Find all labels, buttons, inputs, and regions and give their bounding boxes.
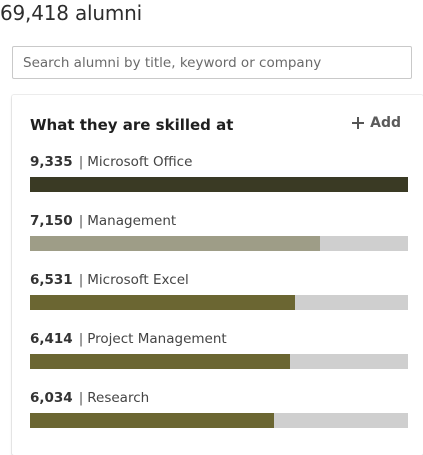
skill-bar[interactable]: [30, 413, 408, 428]
skill-bar-fill: [30, 354, 290, 369]
skill-label: 7,150 | Management: [30, 213, 177, 229]
skill-item[interactable]: 6,034 | Research: [30, 389, 408, 428]
search-input[interactable]: [13, 47, 411, 78]
skill-bar-fill: [30, 413, 275, 428]
skill-name: Management: [87, 213, 177, 229]
skill-bar-fill: [30, 177, 408, 192]
alumni-count: 69,418 alumni: [0, 1, 142, 25]
skill-name: Project Management: [87, 331, 227, 347]
skill-count: 6,034: [30, 390, 73, 406]
skill-bar-fill: [30, 295, 295, 310]
skill-count: 6,414: [30, 331, 73, 347]
skill-item[interactable]: 6,414 | Project Management: [30, 330, 408, 369]
skill-label: 9,335 | Microsoft Office: [30, 154, 193, 170]
skill-bar-fill: [30, 236, 320, 251]
skill-name: Microsoft Office: [87, 154, 193, 170]
panel-title: What they are skilled at: [30, 116, 234, 134]
skill-label: 6,531 | Microsoft Excel: [30, 272, 189, 288]
skill-name: Research: [87, 390, 150, 406]
skill-bar[interactable]: [30, 295, 408, 310]
skill-bar[interactable]: [30, 236, 408, 251]
skill-count: 9,335: [30, 154, 73, 170]
add-label: Add: [370, 115, 401, 131]
skill-count: 7,150: [30, 213, 73, 229]
skill-name: Microsoft Excel: [87, 272, 189, 288]
skill-item[interactable]: 7,150 | Management: [30, 212, 408, 251]
search-box[interactable]: [12, 46, 412, 79]
skill-count: 6,531: [30, 272, 73, 288]
skill-item[interactable]: 6,531 | Microsoft Excel: [30, 271, 408, 310]
skills-panel: What they are skilled at Add 9,335 | Micro…: [12, 95, 423, 455]
plus-icon: [352, 117, 365, 129]
add-button[interactable]: Add: [352, 115, 401, 131]
skill-label: 6,414 | Project Management: [30, 331, 227, 347]
skill-label: 6,034 | Research: [30, 390, 150, 406]
skill-bar[interactable]: [30, 354, 408, 369]
skill-bar[interactable]: [30, 177, 408, 192]
skill-item[interactable]: 9,335 | Microsoft Office: [30, 153, 408, 192]
